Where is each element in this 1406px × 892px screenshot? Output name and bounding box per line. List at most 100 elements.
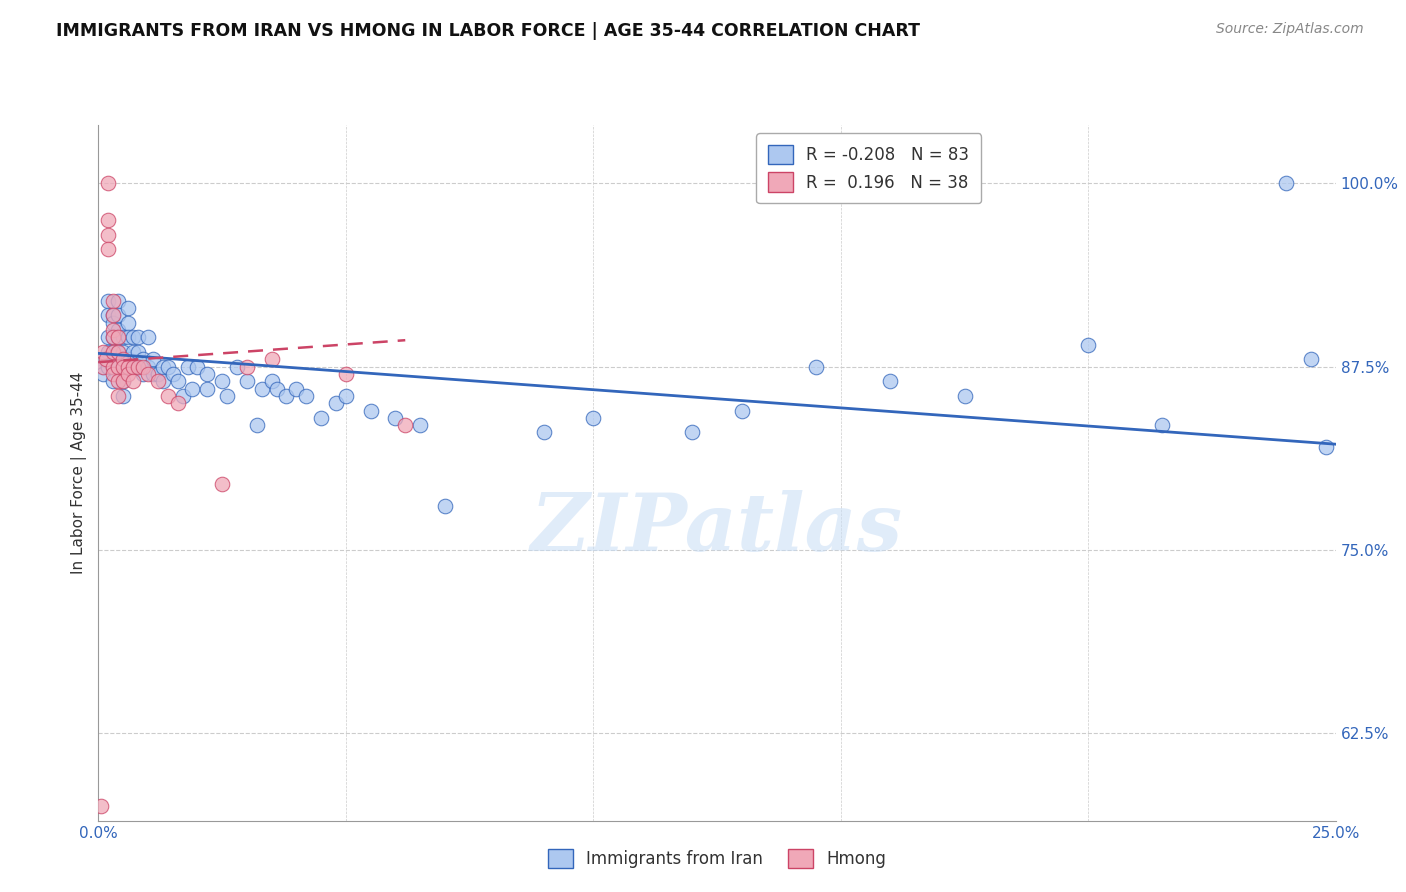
Point xyxy=(103,374,125,388)
Point xyxy=(122,345,145,359)
Text: Source: ZipAtlas.com: Source: ZipAtlas.com xyxy=(1216,22,1364,37)
Point xyxy=(142,352,165,367)
Point xyxy=(94,352,117,367)
Point xyxy=(172,389,194,403)
Point xyxy=(122,374,145,388)
Point xyxy=(127,359,149,374)
Point xyxy=(681,425,703,440)
Point xyxy=(325,396,347,410)
Point xyxy=(112,374,135,388)
Point xyxy=(122,330,145,344)
Point xyxy=(93,352,115,367)
Point xyxy=(1315,440,1337,454)
Point xyxy=(804,359,827,374)
Point xyxy=(142,367,165,381)
Point xyxy=(107,323,129,337)
Point xyxy=(156,389,179,403)
Point xyxy=(97,330,120,344)
Point xyxy=(152,374,174,388)
Point xyxy=(152,359,174,374)
Point xyxy=(433,499,456,513)
Point xyxy=(112,359,135,374)
Point xyxy=(195,367,218,381)
Point xyxy=(117,301,139,315)
Point xyxy=(127,345,149,359)
Point xyxy=(103,308,125,322)
Point xyxy=(266,382,288,396)
Point xyxy=(97,213,120,227)
Point xyxy=(162,367,184,381)
Point xyxy=(166,374,188,388)
Point xyxy=(731,403,754,417)
Point xyxy=(533,425,555,440)
Point xyxy=(90,799,112,814)
Point xyxy=(360,403,382,417)
Point xyxy=(136,330,159,344)
Point xyxy=(97,345,120,359)
Point xyxy=(122,359,145,374)
Point xyxy=(112,345,135,359)
Point xyxy=(260,352,283,367)
Point xyxy=(93,367,115,381)
Point xyxy=(117,316,139,330)
Point xyxy=(146,367,169,381)
Point xyxy=(103,330,125,344)
Point xyxy=(103,323,125,337)
Point xyxy=(132,367,155,381)
Point xyxy=(93,359,115,374)
Point xyxy=(107,359,129,374)
Point xyxy=(195,382,218,396)
Point xyxy=(117,352,139,367)
Point xyxy=(181,382,204,396)
Point xyxy=(250,382,273,396)
Point xyxy=(246,418,269,433)
Point xyxy=(295,389,318,403)
Point xyxy=(107,345,129,359)
Point xyxy=(236,359,259,374)
Legend: Immigrants from Iran, Hmong: Immigrants from Iran, Hmong xyxy=(541,842,893,875)
Point xyxy=(309,410,332,425)
Point xyxy=(879,374,901,388)
Point xyxy=(117,367,139,381)
Point xyxy=(211,476,233,491)
Point xyxy=(103,359,125,374)
Point xyxy=(285,382,308,396)
Point xyxy=(97,227,120,242)
Point xyxy=(112,359,135,374)
Point xyxy=(132,352,155,367)
Point xyxy=(107,308,129,322)
Point xyxy=(146,374,169,388)
Point xyxy=(236,374,259,388)
Point xyxy=(276,389,298,403)
Point xyxy=(335,367,357,381)
Point xyxy=(103,345,125,359)
Point xyxy=(93,345,115,359)
Point xyxy=(97,359,120,374)
Point xyxy=(409,418,432,433)
Point xyxy=(112,374,135,388)
Point xyxy=(117,330,139,344)
Point xyxy=(176,359,198,374)
Text: ZIPatlas: ZIPatlas xyxy=(531,490,903,567)
Point xyxy=(136,359,159,374)
Point xyxy=(1152,418,1174,433)
Point xyxy=(136,367,159,381)
Point xyxy=(103,308,125,322)
Point xyxy=(103,345,125,359)
Point xyxy=(1275,177,1298,191)
Point xyxy=(107,374,129,388)
Point xyxy=(112,389,135,403)
Point xyxy=(394,418,416,433)
Point xyxy=(112,352,135,367)
Point xyxy=(107,330,129,344)
Point xyxy=(217,389,239,403)
Point xyxy=(107,389,129,403)
Point xyxy=(260,374,283,388)
Point xyxy=(122,359,145,374)
Point xyxy=(103,359,125,374)
Point xyxy=(335,389,357,403)
Point xyxy=(1299,352,1322,367)
Point xyxy=(112,330,135,344)
Point xyxy=(103,293,125,308)
Point xyxy=(107,359,129,374)
